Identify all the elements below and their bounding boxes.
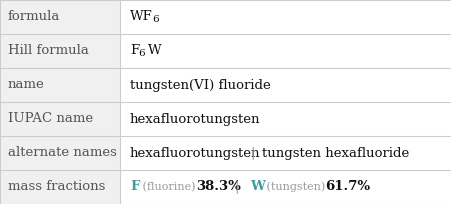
Bar: [120, 68, 451, 102]
Text: WF: WF: [130, 10, 152, 23]
Bar: [0, 0, 120, 34]
Text: IUPAC name: IUPAC name: [8, 112, 93, 125]
Bar: [0, 136, 120, 170]
Bar: [120, 136, 451, 170]
Bar: [0, 34, 120, 68]
Bar: [120, 102, 451, 136]
Text: 6: 6: [138, 49, 144, 58]
Text: formula: formula: [8, 10, 60, 23]
Text: tungsten hexafluoride: tungsten hexafluoride: [262, 146, 408, 160]
Text: alternate names: alternate names: [8, 146, 117, 160]
Text: Hill formula: Hill formula: [8, 44, 89, 58]
Text: W: W: [249, 181, 264, 194]
Text: W: W: [147, 44, 161, 58]
Text: |: |: [234, 181, 238, 194]
Bar: [0, 170, 120, 204]
Text: 38.3%: 38.3%: [196, 181, 240, 194]
Text: name: name: [8, 79, 45, 92]
Bar: [120, 34, 451, 68]
Bar: [0, 68, 120, 102]
Text: 6: 6: [152, 15, 158, 24]
Bar: [0, 102, 120, 136]
Text: F: F: [130, 181, 139, 194]
Text: 61.7%: 61.7%: [324, 181, 369, 194]
Text: (tungsten): (tungsten): [262, 182, 328, 192]
Text: hexafluorotungsten: hexafluorotungsten: [130, 112, 260, 125]
Text: hexafluorotungsten: hexafluorotungsten: [130, 146, 260, 160]
Text: tungsten(VI) fluoride: tungsten(VI) fluoride: [130, 79, 270, 92]
Text: mass fractions: mass fractions: [8, 181, 105, 194]
Text: (fluorine): (fluorine): [139, 182, 198, 192]
Bar: [120, 170, 451, 204]
Text: |: |: [249, 146, 254, 160]
Bar: [120, 0, 451, 34]
Text: F: F: [130, 44, 139, 58]
